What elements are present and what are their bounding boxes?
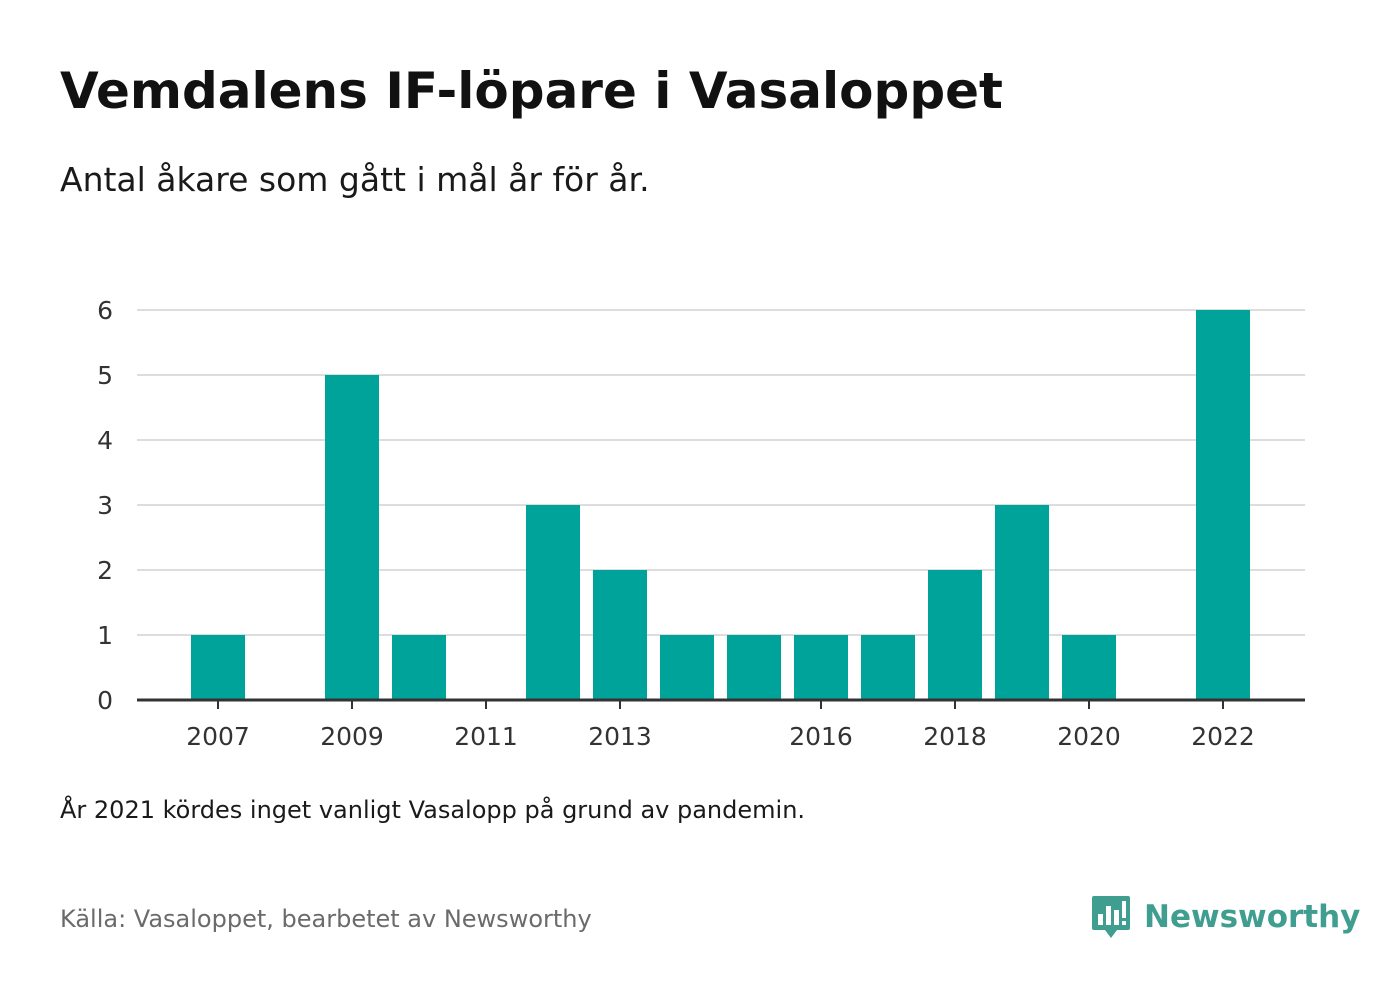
brand-name: Newsworthy [1144,899,1361,935]
x-tick-label: 2013 [588,722,652,751]
bar-2019 [995,505,1049,700]
bar-2015 [727,635,781,700]
bar-2018 [928,570,982,700]
bar-2010 [392,635,446,700]
bar-2013 [593,570,647,700]
chart-title: Vemdalens IF-löpare i Vasaloppet [60,62,1003,120]
bar-2007 [191,635,245,700]
bar-2017 [861,635,915,700]
x-tick-label: 2018 [923,722,987,751]
y-tick-label: 5 [97,361,113,390]
y-tick-label: 1 [97,621,113,650]
bars [191,310,1250,700]
bar-2014 [660,635,714,700]
bar-2009 [325,375,379,700]
bar-2012 [526,505,580,700]
chart-subtitle: Antal åkare som gått i mål år för år. [60,160,650,199]
gridlines [137,309,1305,636]
y-tick-label: 4 [97,426,113,455]
x-tick-label: 2007 [186,722,250,751]
newsworthy-logo-icon [1092,896,1130,938]
source-credit: Källa: Vasaloppet, bearbetet av Newswort… [60,905,592,933]
x-axis-ticks: 2007 2009 2011 2013 2016 2018 2020 2022 [186,700,1255,751]
x-tick-label: 2011 [454,722,518,751]
brand-logo-link[interactable]: Newsworthy [1090,890,1360,944]
y-tick-label: 3 [97,491,113,520]
x-tick-label: 2022 [1191,722,1255,751]
y-tick-label: 2 [97,556,113,585]
bar-2022 [1196,310,1250,700]
y-tick-label: 0 [97,686,113,715]
bar-2020 [1062,635,1116,700]
bar-2016 [794,635,848,700]
y-axis-ticks: 0 1 2 3 4 5 6 [97,296,113,715]
x-tick-label: 2009 [320,722,384,751]
bar-chart: 0 1 2 3 4 5 6 2007 2009 2011 2013 2016 2018 2020 2022 [97,296,1305,751]
y-tick-label: 6 [97,296,113,325]
x-tick-label: 2016 [789,722,853,751]
x-tick-label: 2020 [1057,722,1121,751]
chart-note: År 2021 kördes inget vanligt Vasalopp på… [60,796,806,824]
